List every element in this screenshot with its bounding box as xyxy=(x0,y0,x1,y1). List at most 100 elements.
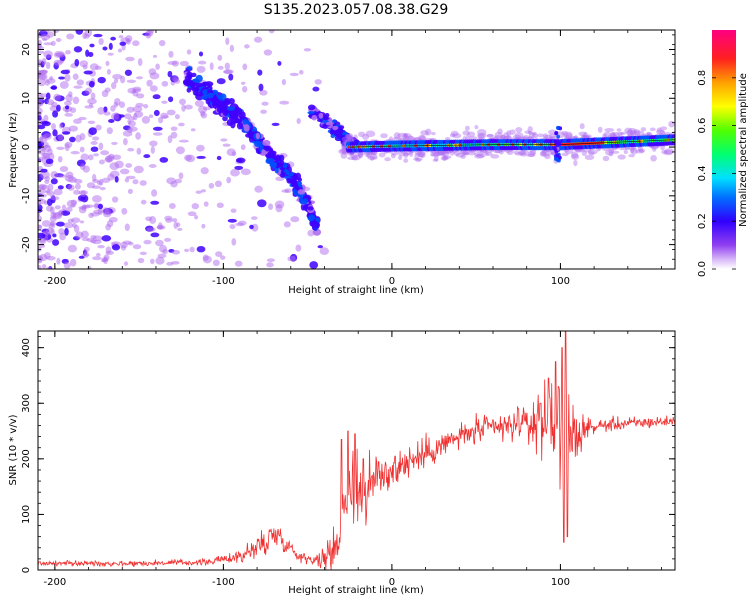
spectrogram-cell xyxy=(132,105,143,113)
spectrogram-cell xyxy=(67,218,75,223)
spectrogram-cell xyxy=(588,151,595,156)
spectrogram-cell xyxy=(106,69,111,75)
spectrogram-cell xyxy=(656,129,665,135)
spectrogram-cell xyxy=(125,163,133,168)
spectrogram-cell xyxy=(200,189,207,193)
colorbar: 0.0 0.2 0.4 0.6 0.8 Normalized spectral ampl… xyxy=(697,30,749,277)
spectrogram-cell xyxy=(158,222,163,230)
spectrogram-cell xyxy=(89,43,95,48)
spectrogram-cell xyxy=(169,203,176,209)
spectrogram-cell xyxy=(50,222,57,226)
spectrogram-cell xyxy=(132,179,139,185)
spectrogram-cell xyxy=(75,30,84,35)
spectrogram-cell xyxy=(161,100,168,104)
spectrogram-cell xyxy=(263,49,273,56)
spectrogram-cell xyxy=(570,151,579,159)
spectrogram-cell xyxy=(160,112,169,120)
spectrogram-cell xyxy=(445,137,451,141)
spectrogram-cell xyxy=(159,157,169,163)
spectrogram-cell xyxy=(209,62,214,71)
spectrogram-cell xyxy=(509,129,516,135)
spectrogram-cell xyxy=(610,131,616,139)
spectrogram-cell xyxy=(647,132,652,136)
spectrogram-cell xyxy=(513,150,521,154)
spectrogram-cell xyxy=(62,131,71,135)
spectrogram-cell xyxy=(45,255,56,261)
spectrogram-cell xyxy=(453,150,461,156)
spectrogram-xlabel: Height of straight line (km) xyxy=(288,285,424,296)
spectrogram-cell xyxy=(348,133,354,140)
spectrogram-cell xyxy=(198,60,207,65)
spectrogram-cell xyxy=(133,113,138,121)
spectrogram-cell xyxy=(177,227,183,232)
spectrogram-cell xyxy=(341,147,347,154)
spectrogram-cell xyxy=(202,89,208,96)
spectrogram-cell xyxy=(85,87,93,95)
spectrogram-cell xyxy=(46,99,55,106)
spectrogram-cell xyxy=(220,255,226,260)
spectrogram-cell xyxy=(364,150,373,158)
spectrogram-cell xyxy=(95,124,102,131)
spectrogram-cell xyxy=(38,136,44,143)
spectrogram-cell xyxy=(152,126,163,131)
spectrogram-cell xyxy=(150,232,160,238)
spectrogram-cell xyxy=(191,202,200,210)
spectrogram-cell xyxy=(67,244,78,253)
spectrogram-cell xyxy=(616,128,622,132)
spectrogram-cell xyxy=(268,203,274,211)
spectrogram-frame xyxy=(37,29,676,270)
spectrogram-cell xyxy=(52,30,60,33)
spectrogram-cell xyxy=(449,133,456,138)
spectrogram-xtick-label: -200 xyxy=(44,276,67,287)
spectrogram-cell xyxy=(358,131,366,137)
spectrogram-cell xyxy=(137,58,143,67)
spectrogram-cell xyxy=(357,152,364,159)
spectrogram-cell xyxy=(402,133,408,140)
spectrogram-cell xyxy=(80,153,89,161)
spectrogram-cell xyxy=(59,165,69,173)
spectrogram-cell xyxy=(143,104,149,109)
spectrogram-cell xyxy=(117,48,123,53)
spectrogram-cell xyxy=(44,190,50,194)
spectrogram-cell xyxy=(87,120,96,125)
spectrogram-cell xyxy=(231,151,237,157)
spectrogram-cell xyxy=(506,148,514,156)
spectrogram-cell xyxy=(72,222,77,229)
spectrogram-cell xyxy=(255,132,260,140)
spectrogram-cell xyxy=(200,167,209,175)
spectrogram-cell xyxy=(341,134,348,139)
spectrogram-cell xyxy=(587,149,598,155)
spectrogram-cell xyxy=(69,136,76,143)
colorbar-label: Normalized spectral amplitude xyxy=(738,73,749,227)
spectrogram-cell xyxy=(92,195,102,203)
spectrogram-cell xyxy=(84,33,90,39)
snr-ytick-label: 0 xyxy=(21,567,32,573)
spectrogram-cell xyxy=(283,221,291,228)
spectrogram-cell xyxy=(52,110,59,118)
spectrogram-cell xyxy=(74,58,80,67)
spectrogram-cell xyxy=(132,90,139,97)
spectrogram-cell xyxy=(93,153,100,157)
spectrogram-cell xyxy=(618,147,629,151)
spectrogram-cell xyxy=(189,246,195,253)
spectrogram-cell xyxy=(519,149,529,155)
spectrogram-cell xyxy=(467,131,476,138)
spectrogram-cell xyxy=(80,163,86,171)
spectrogram-cell xyxy=(485,152,493,156)
spectrogram-cell xyxy=(529,149,537,155)
spectrogram-cell xyxy=(628,154,635,158)
colorbar-tick-label: 0.8 xyxy=(697,70,708,86)
spectrogram-cell xyxy=(617,131,624,136)
spectrogram-cell xyxy=(150,200,160,205)
spectrogram-cell xyxy=(39,30,50,33)
spectrogram-cell xyxy=(57,133,64,141)
spectrogram-cell xyxy=(127,241,134,246)
spectrogram-cell xyxy=(152,132,163,136)
spectrogram-cell xyxy=(578,131,587,136)
spectrogram-cell xyxy=(440,156,449,161)
spectrogram-cell xyxy=(79,60,89,68)
spectrogram-cell xyxy=(43,50,53,59)
spectrogram-cell xyxy=(146,79,153,87)
spectrogram-cell xyxy=(432,158,439,162)
spectrogram-cell xyxy=(229,224,236,230)
